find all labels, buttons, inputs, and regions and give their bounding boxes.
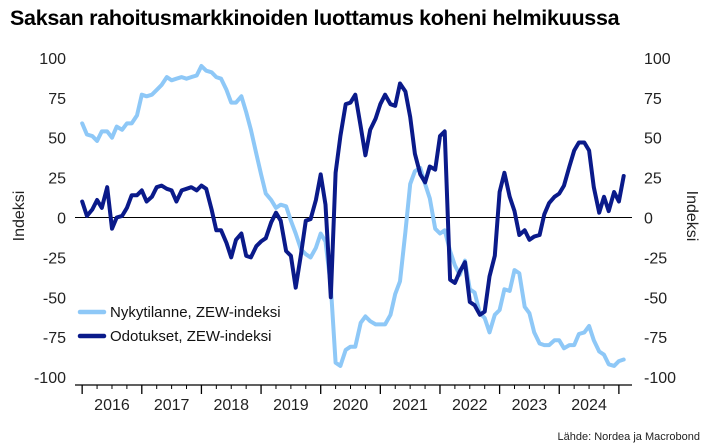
legend: Nykytilanne, ZEW-indeksi Odotukset, ZEW-i… [77,304,281,345]
x-tick-label: 2016 [94,397,130,414]
y-axis-left-title: Indeksi [11,191,28,242]
x-tick-label: 2018 [213,397,249,414]
x-tick-label: 2019 [273,397,309,414]
y-tick-label-right: 0 [644,211,653,228]
y-tick-label-right: -25 [644,250,667,267]
y-tick-label-right: 25 [644,171,662,188]
y-tick-label-right: 100 [644,51,671,68]
y-tick-label-right: -50 [644,290,667,307]
y-tick-label-left: 100 [39,51,66,68]
y-axis-left-ticks: 100 75 50 25 0 -25 -50 -75 -100 [34,51,66,387]
x-tick-label: 2022 [452,397,488,414]
y-tick-label-left: 75 [48,91,66,108]
series-line-1 [80,64,626,368]
x-axis: 2016 2017 2018 2019 2020 2021 2022 2023 2024 [75,217,632,414]
y-tick-label-right: 75 [644,91,662,108]
y-tick-label-left: 25 [48,171,66,188]
y-tick-label-left: 50 [48,131,66,148]
series-line-2 [80,81,626,317]
y-axis-right-ticks: 100 75 50 25 0 -25 -50 -75 -100 [644,51,676,387]
y-tick-label-right: 50 [644,131,662,148]
chart-title: Saksan rahoitusmarkkinoiden luottamus ko… [10,6,620,30]
source-note: Lähde: Nordea ja Macrobond [557,431,700,443]
x-tick-label: 2017 [154,397,190,414]
y-tick-label-right: -100 [644,370,676,387]
series-lines [80,64,626,368]
y-tick-label-right: -75 [644,330,667,347]
y-tick-label-left: -100 [34,370,66,387]
y-tick-label-left: 0 [57,211,66,228]
x-tick-label: 2024 [571,397,607,414]
legend-label-2: Odotukset, ZEW-indeksi [110,328,271,345]
y-tick-label-left: -50 [43,290,66,307]
x-tick-label: 2020 [333,397,369,414]
x-tick-label: 2021 [392,397,428,414]
y-axis-right-title: Indeksi [683,191,700,242]
x-tick-label: 2023 [512,397,548,414]
legend-label-1: Nykytilanne, ZEW-indeksi [110,304,281,321]
y-tick-label-left: -75 [43,330,66,347]
y-tick-label-left: -25 [43,250,66,267]
